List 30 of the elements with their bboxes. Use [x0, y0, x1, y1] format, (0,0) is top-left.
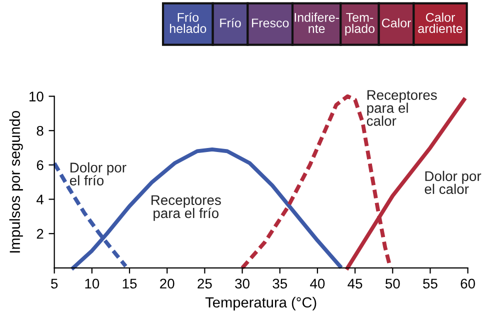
text: Tem- plado	[345, 13, 375, 36]
y-tick-label: 8	[36, 126, 44, 136]
text: Calor ardiente	[418, 12, 462, 34]
series-label: Dolor por el calor	[424, 170, 482, 194]
x-tick-label: 25	[198, 278, 212, 289]
series-label: Receptores para el calor	[366, 90, 437, 126]
series-label: Dolor por el frío	[70, 162, 126, 186]
x-tick-label: 60	[460, 278, 475, 289]
x-tick-label: 30	[235, 278, 250, 289]
series-label: Receptores para el frío	[152, 195, 221, 221]
y-tick-label: 2	[36, 228, 44, 239]
y-tick-label: 10	[30, 92, 44, 102]
x-tick-label: 20	[160, 278, 174, 289]
x-tick-label: 55	[423, 278, 438, 289]
text: Indifere- nte	[294, 12, 339, 34]
x-tick-label: 40	[310, 278, 325, 289]
text: Fresco	[252, 18, 289, 28]
x-tick-label: 45	[348, 278, 362, 289]
y-tick-label: 6	[36, 160, 44, 170]
text: Frío helado	[170, 12, 206, 34]
x-tick-label: 5	[51, 278, 58, 289]
x-tick-label: 10	[85, 278, 100, 289]
y-axis-title: Impulsos por segundo	[9, 110, 23, 252]
text: Frío	[220, 18, 241, 28]
y-tick-label: 4	[36, 194, 44, 204]
x-tick-label: 35	[272, 278, 288, 289]
x-axis-title: Temperatura (°C)	[205, 296, 316, 310]
x-tick-label: 50	[385, 278, 400, 289]
x-tick-label: 15	[122, 278, 137, 289]
text: Calor	[382, 18, 411, 28]
